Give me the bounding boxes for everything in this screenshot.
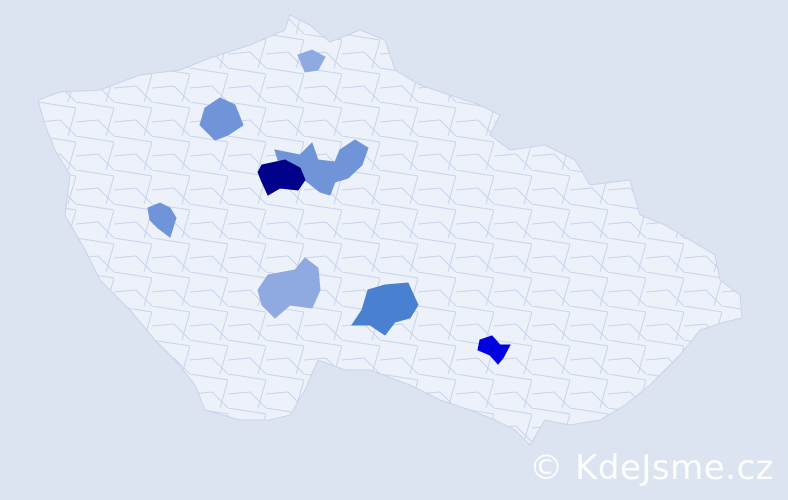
- district-highlight[interactable]: [477, 335, 511, 365]
- district-highlight[interactable]: [147, 202, 177, 238]
- district-highlight[interactable]: [297, 49, 326, 73]
- district-highlight[interactable]: [257, 257, 321, 319]
- district-highlight[interactable]: [257, 159, 306, 196]
- district-highlight[interactable]: [351, 282, 419, 336]
- watermark: © KdeJsme.cz: [529, 448, 774, 488]
- district-highlight[interactable]: [199, 97, 244, 141]
